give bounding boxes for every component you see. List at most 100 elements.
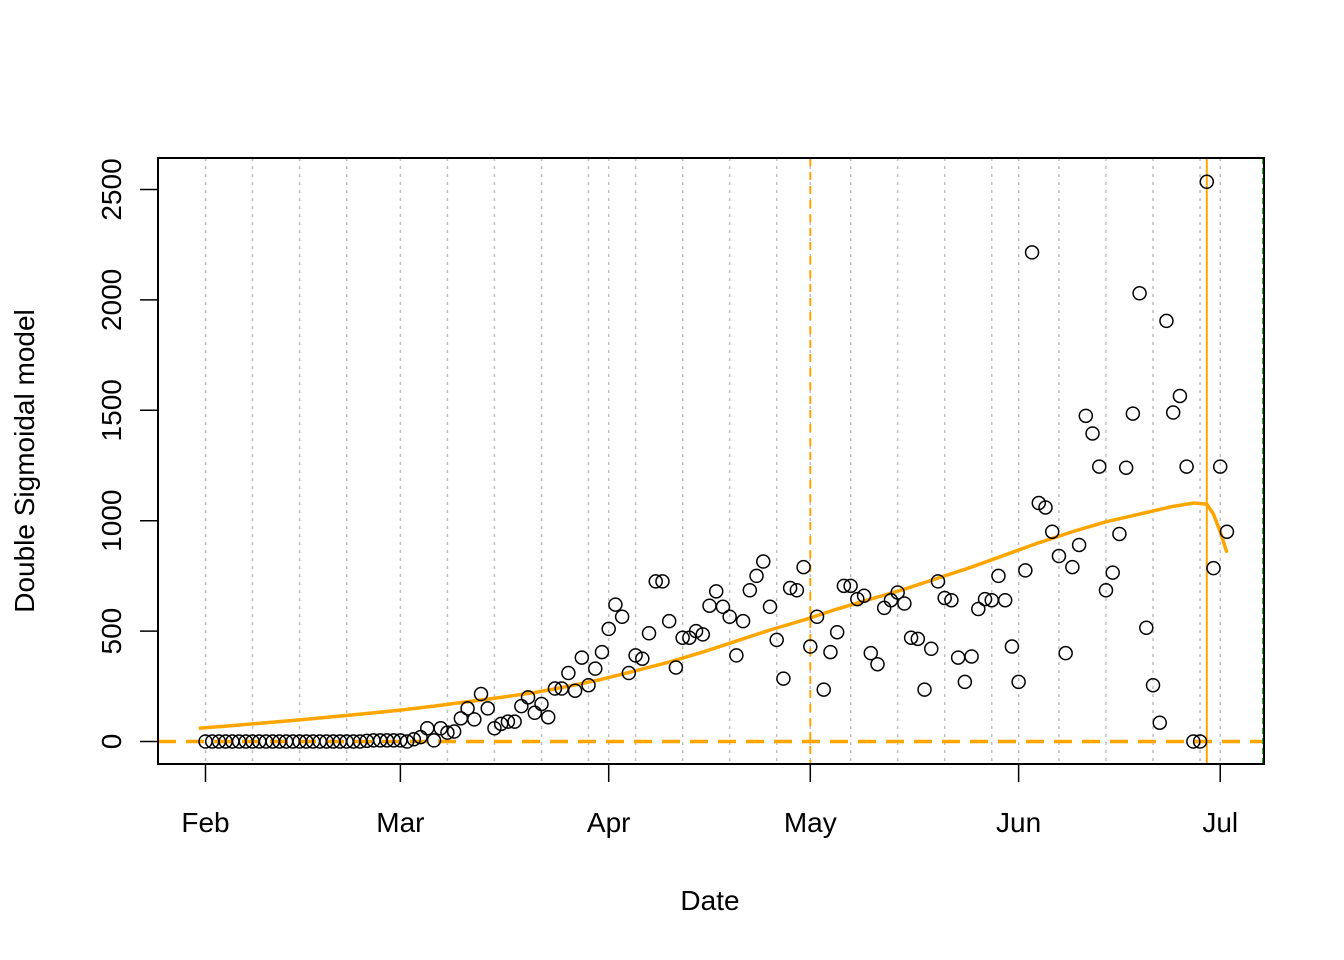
data-point — [520, 690, 536, 705]
data-point — [567, 683, 583, 698]
data-point — [1044, 524, 1060, 539]
x-tick-label: Mar — [376, 807, 424, 838]
data-point — [621, 665, 637, 681]
data-point — [890, 585, 905, 600]
data-point — [1179, 459, 1194, 474]
data-point — [1018, 563, 1033, 578]
minor-gridlines — [204, 158, 1221, 764]
data-point — [856, 588, 872, 604]
data-point — [594, 644, 610, 660]
data-point — [729, 648, 744, 663]
data-point — [1145, 677, 1161, 693]
data-point — [762, 599, 778, 615]
data-point — [1051, 548, 1067, 564]
data-point — [1078, 408, 1094, 424]
data-point — [977, 591, 993, 607]
data-point — [944, 592, 959, 608]
data-point — [527, 705, 543, 721]
data-point — [1206, 560, 1221, 576]
data-point — [1085, 426, 1100, 441]
data-point — [917, 682, 932, 697]
data-point — [789, 583, 805, 598]
data-point — [534, 696, 549, 712]
reference-lines — [158, 158, 1264, 764]
data-point — [803, 639, 818, 654]
plot-frame — [157, 157, 1265, 765]
data-point — [467, 712, 482, 727]
x-tick-label: Feb — [181, 807, 229, 838]
data-point — [715, 599, 731, 615]
data-point — [930, 574, 946, 589]
y-tick-label: 1500 — [96, 379, 127, 441]
data-point — [460, 701, 475, 716]
data-point — [991, 568, 1006, 584]
data-point — [426, 733, 442, 748]
data-point — [870, 656, 885, 672]
data-point — [924, 641, 939, 657]
data-point — [722, 609, 737, 624]
x-tick-label: Jul — [1202, 807, 1238, 838]
data-point — [695, 627, 711, 642]
data-point — [1065, 559, 1080, 575]
data-point — [876, 600, 892, 616]
data-point — [493, 716, 509, 732]
data-point — [735, 613, 751, 629]
data-point — [1024, 245, 1040, 260]
data-point — [500, 714, 516, 729]
data-point — [608, 597, 623, 612]
data-point — [1092, 459, 1107, 474]
data-point — [883, 592, 899, 608]
data-point — [406, 732, 422, 747]
data-point — [480, 701, 495, 716]
data-point — [635, 651, 650, 666]
data-point — [950, 650, 966, 665]
data-point — [446, 724, 462, 739]
data-point — [1132, 286, 1147, 301]
data-point — [648, 574, 663, 589]
data-point — [547, 681, 563, 696]
data-point — [997, 592, 1013, 608]
data-point — [1038, 500, 1053, 515]
data-point — [1192, 734, 1208, 749]
data-point — [829, 624, 845, 640]
fit-curve — [198, 501, 1229, 730]
data-point — [473, 686, 489, 702]
data-point — [601, 621, 616, 637]
data-point — [843, 578, 858, 594]
data-point — [588, 661, 603, 676]
data-point — [628, 648, 643, 663]
data-point — [897, 596, 912, 611]
data-point — [420, 721, 435, 736]
data-point — [1139, 620, 1154, 636]
data-point — [1212, 459, 1228, 474]
data-point — [655, 574, 670, 589]
y-tick-label: 0 — [96, 734, 127, 750]
y-axis: 0 500 1000 1500 2000 2500 — [96, 158, 159, 750]
data-point — [796, 559, 811, 575]
data-point — [661, 613, 677, 629]
data-point — [708, 584, 724, 599]
data-point — [1071, 537, 1087, 553]
data-point — [1186, 734, 1201, 749]
data-point — [816, 682, 831, 697]
x-tick-label: Apr — [587, 807, 631, 838]
data-point — [809, 609, 825, 624]
data-point — [1219, 524, 1235, 539]
data-point — [561, 665, 576, 681]
fit-curve-layer — [198, 501, 1229, 730]
data-point — [971, 601, 986, 617]
data-point — [641, 626, 657, 641]
data-point — [554, 681, 569, 696]
data-point — [1112, 526, 1127, 542]
x-axis-label: Date — [680, 885, 739, 916]
data-point — [1199, 174, 1215, 190]
data-point — [957, 674, 973, 690]
y-axis-label: Double Sigmoidal model — [9, 309, 40, 613]
data-point — [688, 623, 704, 639]
data-point — [574, 650, 590, 665]
data-point — [1058, 645, 1073, 661]
x-tick-label: Jun — [996, 807, 1041, 838]
data-point — [1125, 406, 1141, 421]
data-point — [863, 645, 879, 661]
